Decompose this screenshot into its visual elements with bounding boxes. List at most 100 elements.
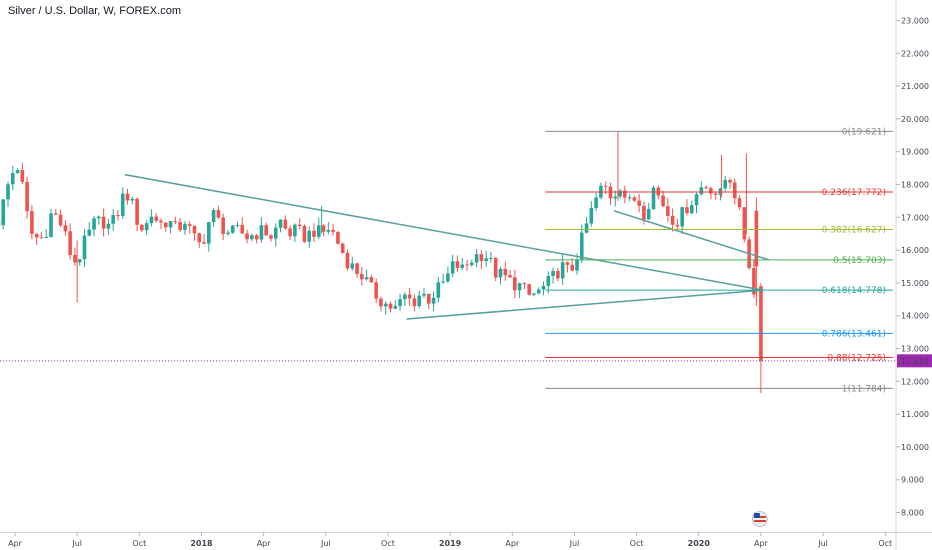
candle-body	[594, 197, 598, 209]
candle-body	[235, 224, 240, 226]
fib-level-label: 1(11.784)	[842, 384, 886, 394]
trendline[interactable]	[124, 173, 764, 291]
candle-body	[39, 237, 44, 239]
candle-body	[106, 223, 111, 229]
candle-body	[221, 217, 225, 234]
candle-body	[125, 193, 130, 201]
candle-body	[68, 231, 72, 255]
candle-body	[446, 273, 450, 282]
x-tick-label: Jul	[320, 539, 331, 548]
candle-body	[20, 170, 25, 182]
y-tick-label: 13.000	[901, 345, 929, 354]
y-tick-label: 12.000	[901, 377, 929, 386]
candle-body	[10, 173, 15, 185]
candle-body	[489, 257, 493, 259]
candle-body	[493, 257, 498, 278]
fib-level-label: 0.618(14.778)	[822, 286, 886, 296]
candle-body	[202, 242, 206, 244]
candle-body	[130, 198, 135, 201]
candle-body	[570, 264, 575, 271]
candle-body	[321, 225, 326, 232]
candle-body	[326, 229, 331, 232]
candle-body	[603, 185, 608, 187]
trendline[interactable]	[613, 210, 770, 261]
fib-level-label: 0(19.621)	[842, 127, 886, 137]
candle-body	[732, 182, 737, 199]
x-tick-label: Oct	[381, 539, 395, 548]
y-tick-label: 8.000	[901, 509, 924, 518]
y-tick-label: 21.000	[901, 82, 929, 91]
candle-body	[565, 262, 570, 265]
candle-body	[34, 233, 39, 238]
candle-body	[87, 229, 92, 236]
candle-body	[388, 303, 393, 309]
us-flag-stripe	[753, 520, 766, 522]
candle-body	[560, 262, 565, 279]
y-tick-label: 15.000	[901, 279, 929, 288]
trendline[interactable]	[406, 289, 764, 320]
candle-body	[207, 222, 211, 244]
candle-body	[163, 222, 168, 228]
candle-body	[517, 283, 522, 291]
candle-body	[101, 216, 106, 229]
candle-body	[63, 225, 68, 232]
candle-body	[474, 254, 479, 263]
candle-body	[345, 252, 350, 269]
candle-body	[211, 209, 216, 223]
candle-body	[173, 221, 178, 223]
candle-body	[140, 224, 144, 231]
candle-body	[704, 187, 708, 189]
candle-body	[412, 298, 417, 307]
candle-body	[646, 209, 651, 220]
candle-body	[259, 225, 264, 240]
candle-body	[685, 207, 689, 214]
candle-body	[144, 223, 149, 231]
y-tick-label: 9.000	[901, 476, 924, 485]
candle-body	[713, 193, 718, 195]
candle-body	[374, 282, 378, 299]
candle-body	[541, 285, 546, 290]
candle-body	[484, 258, 488, 262]
candle-body	[407, 294, 412, 299]
candle-body	[666, 206, 670, 216]
candle-body	[532, 293, 536, 295]
candle-body	[637, 200, 641, 206]
candle-body	[508, 275, 512, 278]
candle-body	[197, 233, 202, 243]
candle-body	[379, 298, 383, 307]
candle-body	[226, 232, 230, 234]
candle-body	[111, 215, 115, 224]
candle-body	[360, 274, 364, 280]
candle-body	[759, 286, 763, 361]
candle-body	[632, 197, 637, 201]
candle-body	[699, 187, 704, 195]
x-tick-label: Oct	[132, 539, 146, 548]
candle-body	[178, 222, 182, 230]
candle-body	[723, 180, 728, 189]
x-tick-label: Jul	[71, 539, 82, 548]
candle-body	[97, 216, 101, 219]
candle-body	[618, 190, 622, 197]
chart-title: Silver / U.S. Dollar, W, FOREX.com	[8, 5, 181, 17]
candle-body	[675, 224, 680, 227]
candle-body	[316, 225, 321, 237]
candle-body	[278, 219, 283, 228]
candle-body	[30, 211, 34, 234]
fib-level-label: 0.5(15.703)	[833, 256, 886, 266]
y-tick-label: 10.000	[901, 443, 929, 452]
candle-body	[479, 254, 484, 262]
candle-body	[92, 218, 96, 230]
candle-body	[54, 213, 58, 215]
candle-body	[44, 237, 49, 239]
candle-body	[149, 216, 154, 224]
candle-body	[579, 232, 584, 260]
candle-body	[283, 219, 288, 229]
candle-body	[159, 220, 163, 223]
candle-body	[469, 262, 474, 266]
candle-body	[556, 270, 560, 279]
candle-body	[709, 188, 713, 194]
candle-body	[82, 235, 87, 260]
x-tick-label: 2020	[688, 539, 711, 548]
candle-body	[350, 263, 355, 269]
